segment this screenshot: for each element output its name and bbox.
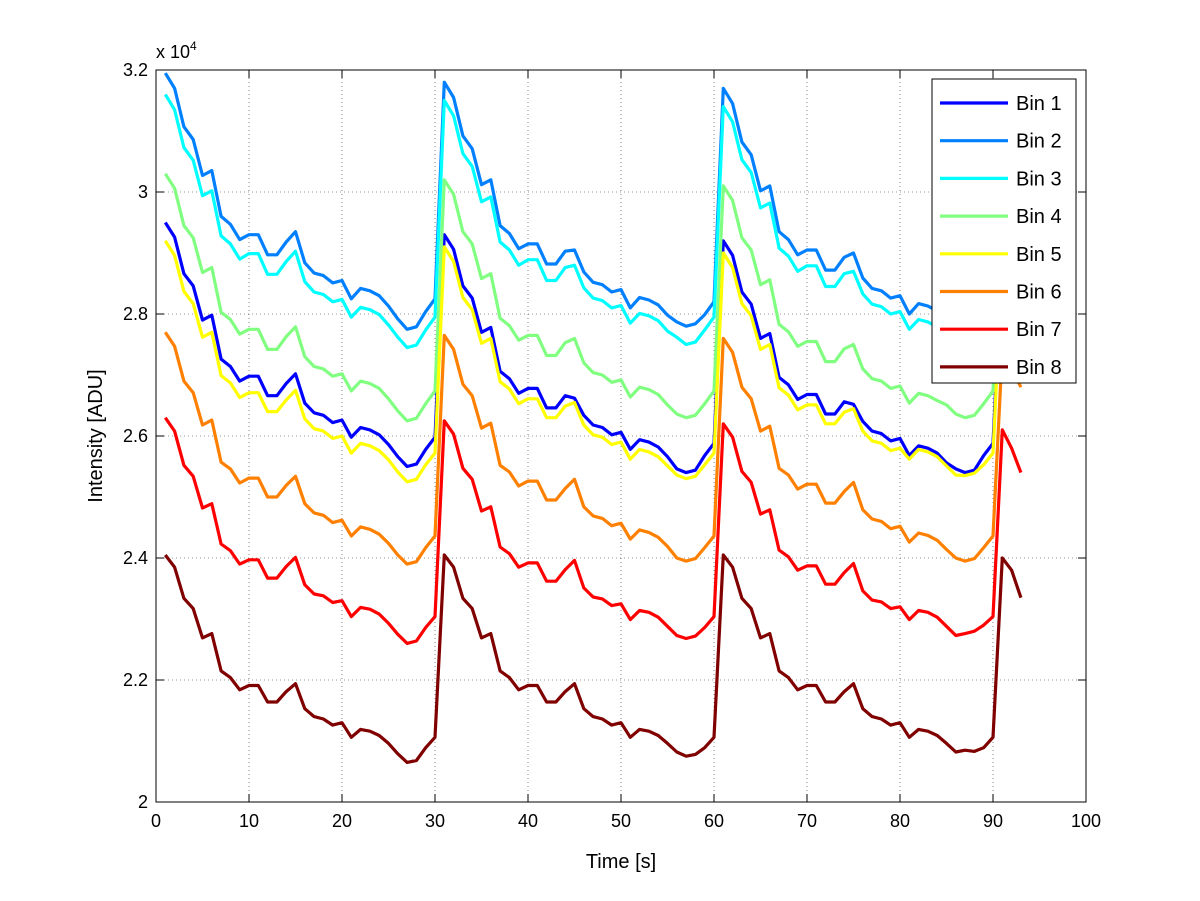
series-line-bin-4 [163, 172, 1023, 423]
y-tick-label: 2.4 [123, 548, 148, 568]
y-tick-label: 3 [138, 182, 148, 202]
series-line-bin-5 [163, 239, 1023, 484]
legend-label-bin-1: Bin 1 [1016, 93, 1062, 115]
series-line-bin-2 [163, 72, 1023, 331]
series-line-bin-6 [163, 331, 1023, 566]
y-exponent-power: 4 [190, 39, 197, 53]
x-tick-label: 70 [797, 811, 817, 831]
x-tick-label: 0 [151, 811, 161, 831]
legend-label-bin-8: Bin 8 [1016, 357, 1062, 379]
x-tick-label: 60 [704, 811, 724, 831]
series-line-bin-8 [164, 553, 1023, 765]
x-tick-label: 50 [611, 811, 631, 831]
x-tick-label: 90 [983, 811, 1003, 831]
legend-label-bin-4: Bin 4 [1016, 206, 1062, 228]
x-tick-label: 30 [425, 811, 445, 831]
x-axis-label: Time [s] [586, 851, 656, 873]
series-line-bin-7 [163, 416, 1023, 646]
legend-label-bin-2: Bin 2 [1016, 131, 1062, 153]
x-tick-label: 10 [239, 811, 259, 831]
y-exponent-base: x 10 [156, 42, 190, 62]
y-tick-label: 2.2 [123, 670, 148, 690]
legend-label-bin-3: Bin 3 [1016, 168, 1062, 190]
y-axis-label: Intensity [ADU] [85, 369, 107, 502]
series-lines [163, 72, 1023, 765]
y-tick-label: 3.2 [123, 60, 148, 80]
x-tick-label: 80 [890, 811, 910, 831]
grid-lines [156, 70, 1086, 802]
y-exponent-label: x 104 [156, 39, 197, 62]
legend-box [931, 78, 1077, 384]
y-tick-label: 2.6 [123, 426, 148, 446]
legend-label-bin-7: Bin 7 [1016, 319, 1062, 341]
series-line-bin-3 [163, 93, 1023, 350]
y-tick-label: 2.8 [123, 304, 148, 324]
x-tick-label: 100 [1071, 811, 1101, 831]
x-tick-label: 20 [332, 811, 352, 831]
legend: Bin 1 Bin 2 Bin 3 Bin 4 Bin 5 Bin 6 Bin 7 Bin 8 [931, 78, 1077, 384]
y-tick-label: 2 [138, 792, 148, 812]
legend-label-bin-6: Bin 6 [1016, 282, 1062, 304]
series-line-bin-1 [163, 221, 1023, 475]
x-tick-label: 40 [518, 811, 538, 831]
legend-label-bin-5: Bin 5 [1016, 244, 1062, 266]
axis-ticks: 0 10 20 30 40 50 60 70 80 90 100 2 2.2 2.4 2.6 2.8 3 3.2 [123, 60, 1101, 831]
